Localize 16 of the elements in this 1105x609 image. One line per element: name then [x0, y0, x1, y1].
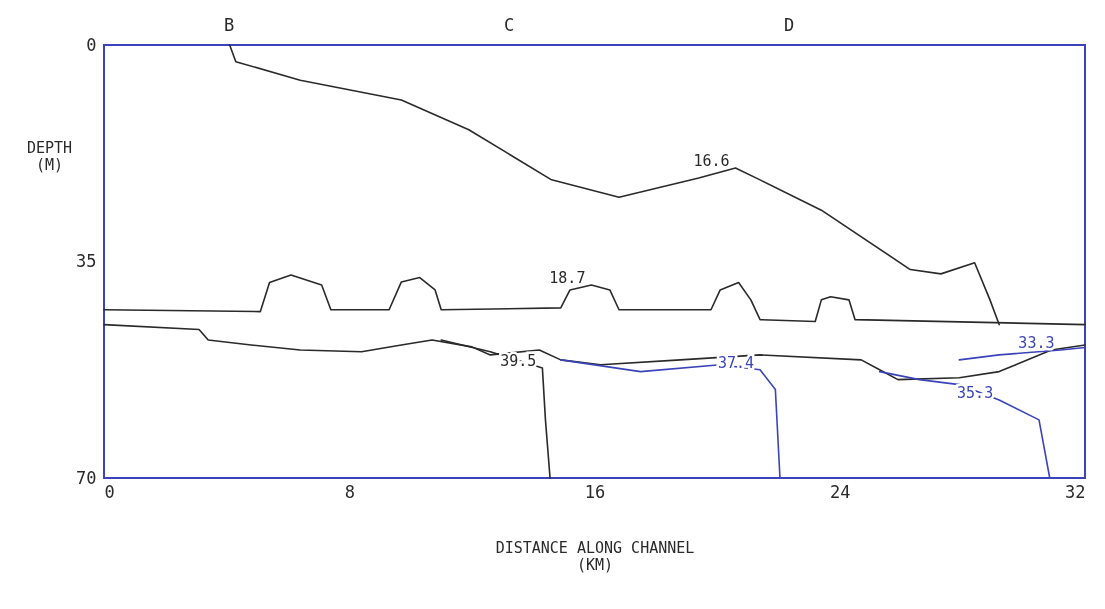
x-tick-label: 32	[1065, 481, 1086, 502]
x-tick-label: 24	[830, 481, 851, 502]
x-tick-label: 8	[344, 481, 355, 502]
series-label: 18.7	[549, 269, 586, 288]
x-axis-title: DISTANCE ALONG CHANNEL (KM)	[495, 538, 695, 574]
text: C	[503, 15, 515, 35]
x-tick-label: 0	[104, 481, 115, 502]
series-label: 16.6	[693, 152, 730, 171]
x-tick-label: 16	[584, 481, 606, 502]
y-tick-label: 70	[76, 467, 97, 488]
y-tick-label: 35	[76, 251, 97, 271]
text: D	[783, 15, 795, 35]
y-axis-title: DEPTH (M)	[26, 138, 73, 174]
text: B	[223, 15, 235, 35]
y-tick-label: 0	[86, 34, 97, 55]
series-label: 33.3	[1018, 333, 1055, 352]
